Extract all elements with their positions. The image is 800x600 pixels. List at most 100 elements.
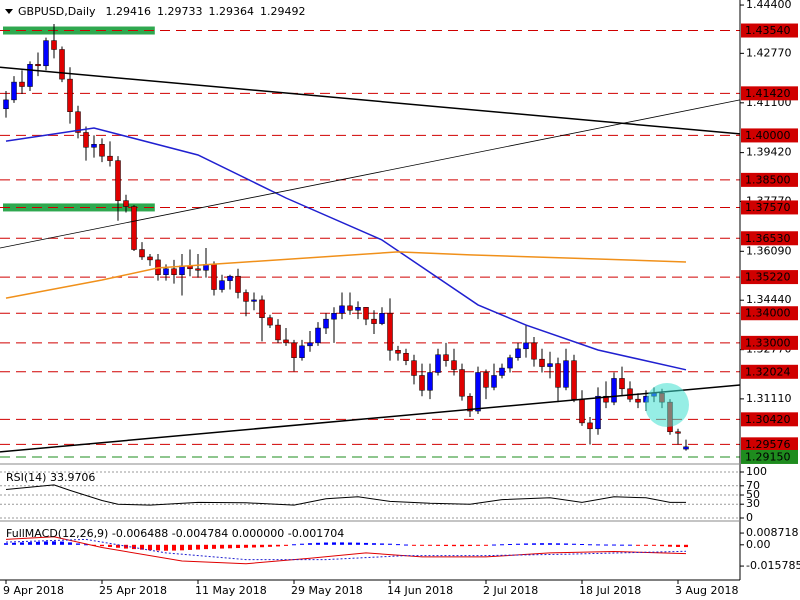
candle-body bbox=[123, 200, 129, 207]
price-label-box bbox=[741, 306, 798, 321]
y-tick-label: 1.42770 bbox=[746, 46, 792, 59]
price-label-box bbox=[741, 23, 798, 38]
open-price: 1.29416 bbox=[106, 5, 152, 18]
price-label-box bbox=[741, 172, 798, 187]
candle-body bbox=[595, 395, 601, 430]
histogram-bar bbox=[580, 543, 584, 545]
histogram-bar bbox=[220, 544, 224, 549]
y-tick-label: 70 bbox=[746, 479, 760, 492]
zone bbox=[3, 26, 155, 35]
candle-body bbox=[99, 144, 105, 157]
candle-body bbox=[603, 395, 609, 403]
histogram-bar bbox=[340, 542, 344, 545]
histogram-bar bbox=[500, 544, 504, 546]
candle-body bbox=[403, 352, 409, 361]
candle-body bbox=[675, 431, 681, 434]
price-label: 1.41420 bbox=[745, 87, 791, 100]
histogram-bar bbox=[12, 542, 16, 545]
price-label-box bbox=[741, 231, 798, 246]
candle-body bbox=[315, 327, 321, 344]
candle-body bbox=[339, 305, 345, 314]
histogram-bar bbox=[140, 544, 144, 550]
candle-body bbox=[43, 40, 49, 67]
candle-body bbox=[131, 206, 137, 250]
indicator-line bbox=[5, 251, 687, 299]
histogram-bar bbox=[564, 543, 568, 545]
histogram-bar bbox=[156, 544, 160, 551]
price-label-box bbox=[741, 449, 798, 464]
candle-body bbox=[635, 398, 641, 403]
candle-body bbox=[523, 342, 529, 350]
histogram-bar bbox=[268, 544, 272, 547]
candle-body bbox=[291, 342, 297, 358]
histogram-bar bbox=[76, 543, 80, 545]
histogram-bar bbox=[332, 542, 336, 545]
histogram-bar bbox=[484, 544, 488, 546]
histogram-bar bbox=[444, 544, 448, 547]
y-tick-label: 1.44400 bbox=[746, 0, 792, 11]
histogram-bar bbox=[236, 544, 240, 549]
x-tick-label: 29 May 2018 bbox=[291, 584, 363, 597]
price-label: 1.35220 bbox=[745, 271, 791, 284]
candle-body bbox=[475, 372, 481, 412]
candle-body bbox=[259, 299, 265, 318]
candle-body bbox=[563, 360, 569, 388]
histogram-bar bbox=[260, 544, 264, 548]
histogram-bar bbox=[476, 544, 480, 546]
candle-body bbox=[75, 111, 81, 133]
price-label: 1.32024 bbox=[745, 365, 791, 378]
histogram-bar bbox=[540, 543, 544, 545]
histogram-bar bbox=[636, 544, 640, 546]
y-tick-label: -0.015785 bbox=[746, 559, 800, 572]
price-label: 1.29150 bbox=[745, 450, 791, 463]
candle-body bbox=[483, 372, 489, 388]
histogram-bar bbox=[620, 544, 624, 546]
candle-body bbox=[171, 268, 177, 275]
histogram-bar bbox=[404, 544, 408, 546]
zone bbox=[3, 203, 155, 212]
y-tick-label: 1.34440 bbox=[746, 293, 792, 306]
histogram-bar bbox=[452, 544, 456, 547]
menu-triangle[interactable] bbox=[5, 9, 13, 14]
candle-body bbox=[219, 280, 225, 290]
histogram-bar bbox=[28, 542, 32, 545]
candle-body bbox=[139, 249, 145, 258]
candle-body bbox=[499, 367, 505, 376]
histogram-bar bbox=[100, 544, 104, 547]
y-tick-label: 0.008718 bbox=[746, 526, 799, 539]
indicator-line bbox=[5, 484, 686, 506]
price-label-box bbox=[741, 364, 798, 379]
indicator-line bbox=[5, 536, 687, 565]
candle-body bbox=[19, 81, 25, 87]
price-label-box bbox=[741, 412, 798, 427]
candle-body bbox=[683, 446, 689, 450]
histogram-bar bbox=[436, 544, 440, 546]
candle-body bbox=[163, 268, 169, 275]
candle-body bbox=[243, 292, 249, 302]
histogram-bar bbox=[308, 543, 312, 545]
candle-body bbox=[27, 64, 33, 87]
histogram-bar bbox=[284, 544, 288, 546]
candle-body bbox=[395, 350, 401, 354]
histogram-bar bbox=[556, 543, 560, 545]
histogram-bar bbox=[212, 544, 216, 549]
candle-body bbox=[147, 256, 153, 261]
rsi-title: RSI(14) 33.9706 bbox=[6, 471, 95, 484]
candle-body bbox=[443, 354, 449, 361]
histogram-bar bbox=[532, 543, 536, 545]
price-label-box bbox=[741, 335, 798, 350]
candle-body bbox=[371, 318, 377, 324]
candle-body bbox=[531, 342, 537, 360]
x-tick-label: 18 Jul 2018 bbox=[579, 584, 641, 597]
price-label: 1.33000 bbox=[745, 336, 791, 349]
histogram-bar bbox=[628, 544, 632, 546]
candle-body bbox=[235, 275, 241, 293]
candle-body bbox=[299, 345, 305, 358]
candle-body bbox=[539, 358, 545, 367]
candle-body bbox=[251, 299, 257, 302]
histogram-bar bbox=[524, 543, 528, 545]
price-label: 1.36530 bbox=[745, 232, 791, 245]
histogram-bar bbox=[588, 544, 592, 546]
candle-body bbox=[323, 318, 329, 329]
histogram-bar bbox=[492, 544, 496, 546]
